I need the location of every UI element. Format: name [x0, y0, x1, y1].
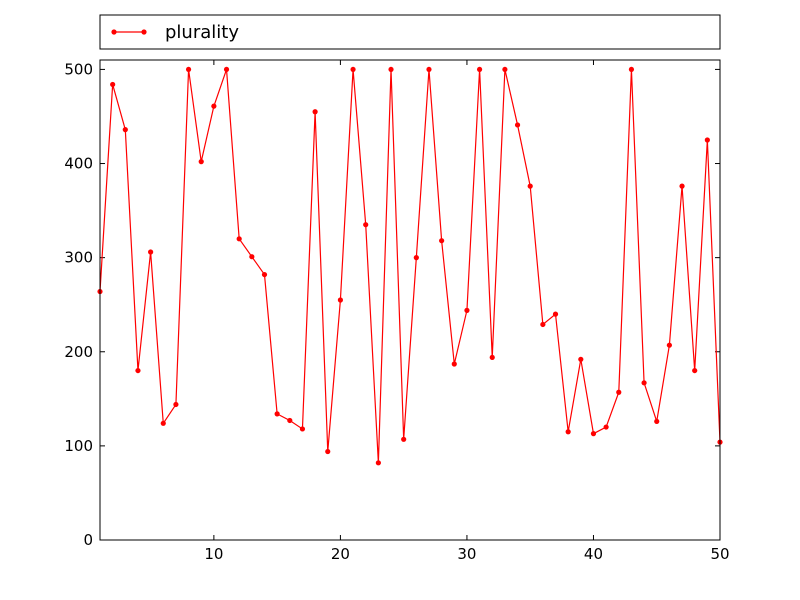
data-point — [527, 183, 533, 189]
data-point — [451, 361, 457, 367]
legend-swatch-marker — [111, 29, 117, 35]
data-point — [704, 137, 710, 143]
y-tick-label: 500 — [64, 60, 93, 78]
series-layer — [97, 66, 723, 466]
data-point — [439, 238, 445, 244]
data-point — [388, 66, 394, 73]
data-point — [464, 307, 470, 313]
data-point — [666, 342, 672, 348]
x-tick-label: 50 — [710, 545, 729, 563]
data-point — [679, 183, 685, 189]
x-tick-label: 40 — [584, 545, 603, 563]
y-tick-label: 300 — [64, 249, 93, 267]
data-point — [223, 66, 230, 73]
data-point — [312, 109, 318, 115]
data-point — [514, 122, 521, 128]
data-point — [565, 429, 571, 435]
series-line — [99, 69, 721, 463]
data-point — [578, 356, 584, 362]
data-point — [110, 81, 116, 88]
data-point — [236, 236, 242, 242]
data-point — [211, 103, 217, 109]
data-point — [198, 159, 204, 165]
legend: plurality — [99, 14, 721, 50]
data-point — [135, 367, 141, 374]
plot-frame — [99, 59, 721, 541]
data-point — [476, 66, 483, 73]
data-point — [641, 380, 647, 386]
data-point — [590, 431, 597, 437]
data-point — [274, 411, 280, 417]
data-point — [628, 66, 635, 73]
data-point — [325, 448, 331, 455]
x-tick-label: 10 — [204, 545, 223, 563]
data-point — [337, 297, 344, 303]
data-point — [603, 424, 609, 430]
data-point — [299, 426, 306, 432]
data-point — [413, 255, 419, 261]
data-point — [489, 354, 495, 361]
data-point — [148, 249, 154, 255]
data-point — [375, 460, 381, 466]
data-point — [287, 417, 293, 424]
data-point — [185, 66, 192, 73]
x-tick-label: 20 — [331, 545, 350, 563]
data-point — [261, 271, 268, 278]
data-point — [616, 389, 622, 395]
data-point — [173, 401, 179, 408]
data-point — [350, 66, 356, 73]
legend-label: plurality — [165, 22, 239, 43]
data-point — [401, 436, 407, 442]
x-tick-label: 30 — [457, 545, 476, 563]
data-point — [552, 311, 559, 317]
data-point — [692, 367, 698, 374]
data-point — [654, 418, 660, 425]
data-point — [426, 66, 432, 73]
data-point — [122, 127, 128, 133]
data-point — [540, 321, 546, 328]
y-tick-label: 200 — [64, 343, 93, 361]
data-point — [363, 222, 369, 228]
data-point — [502, 66, 508, 73]
y-tick-label: 100 — [64, 437, 93, 455]
data-point — [160, 420, 166, 426]
y-tick-label: 0 — [83, 531, 93, 549]
data-point — [249, 254, 255, 260]
legend-box — [99, 14, 721, 50]
plot-area — [100, 60, 720, 540]
y-tick-label: 400 — [64, 155, 93, 173]
legend-swatch-marker — [141, 29, 147, 35]
